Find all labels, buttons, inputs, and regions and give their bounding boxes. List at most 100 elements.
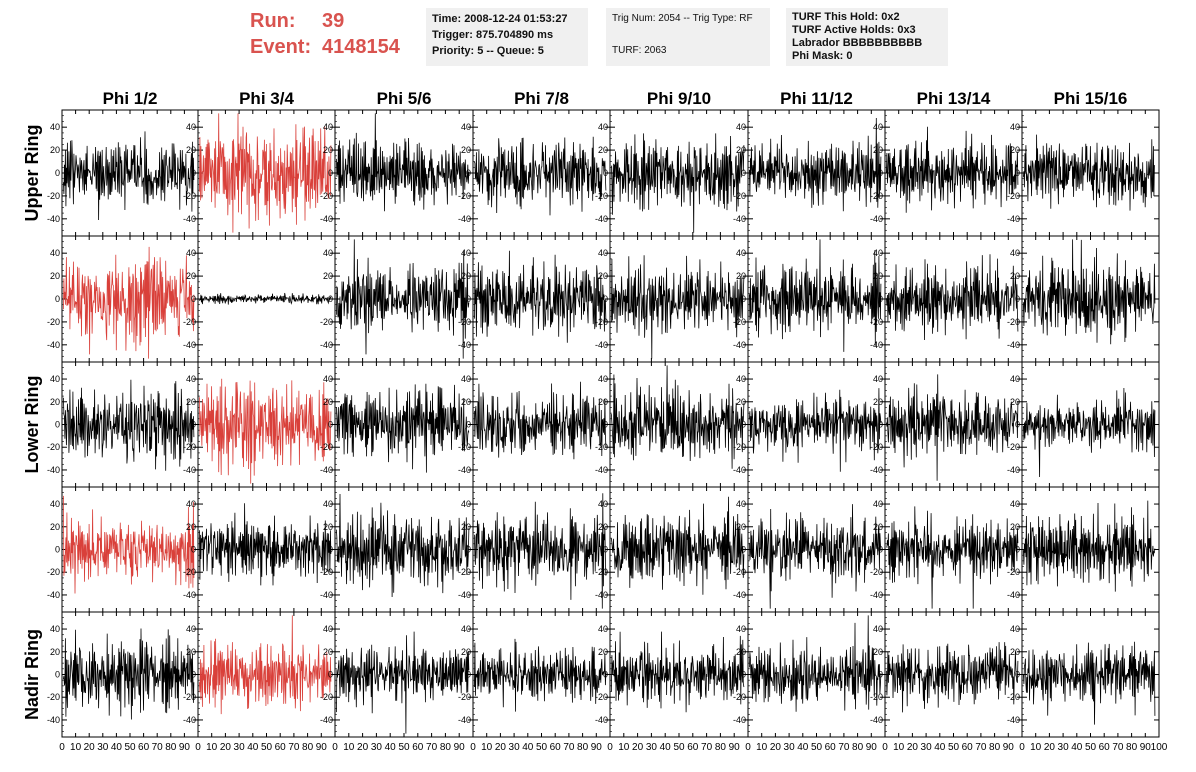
- x-tick-label: 80: [715, 742, 727, 753]
- y-tick-label: 20: [736, 647, 746, 657]
- y-tick-label: -20: [183, 442, 196, 452]
- y-tick-label: 40: [1010, 374, 1020, 384]
- y-tick-label: 40: [186, 248, 196, 258]
- y-tick-label: 0: [603, 168, 608, 178]
- y-tick-label: -40: [1007, 214, 1020, 224]
- turf-info-box: TURF This Hold: 0x2 TURF Active Holds: 0…: [786, 8, 948, 66]
- y-tick-label: 40: [1010, 248, 1020, 258]
- y-tick-label: 0: [1015, 545, 1020, 555]
- y-tick-label: -40: [183, 715, 196, 725]
- x-tick-label: 60: [962, 742, 974, 753]
- y-tick-label: 0: [1015, 294, 1020, 304]
- x-tick-label: 0: [195, 742, 201, 753]
- y-tick-label: -40: [320, 340, 333, 350]
- y-tick-label: -40: [733, 340, 746, 350]
- y-tick-label: 20: [461, 271, 471, 281]
- x-tick-label: 60: [1099, 742, 1111, 753]
- y-tick-label: 0: [741, 168, 746, 178]
- waveform-r4c7: [1023, 641, 1156, 725]
- y-tick-label: 40: [736, 624, 746, 634]
- x-tick-label: 30: [784, 742, 796, 753]
- y-tick-label: -20: [870, 692, 883, 702]
- priority-line: Priority: 5 -- Queue: 5: [432, 45, 544, 57]
- y-tick-label: -40: [595, 715, 608, 725]
- y-tick-label: 20: [736, 145, 746, 155]
- x-tick-label: 20: [632, 742, 644, 753]
- x-tick-label: 60: [687, 742, 699, 753]
- x-tick-label: 20: [84, 742, 96, 753]
- y-tick-label: 40: [50, 122, 60, 132]
- waveform-r1c7: [1023, 239, 1156, 345]
- x-tick-label: 40: [934, 742, 946, 753]
- y-tick-label: 20: [323, 145, 333, 155]
- y-tick-label: -20: [458, 442, 471, 452]
- y-tick-label: 40: [1010, 499, 1020, 509]
- y-tick-label: 20: [186, 397, 196, 407]
- x-tick-label: 10: [756, 742, 768, 753]
- y-tick-label: -20: [595, 191, 608, 201]
- y-tick-label: 20: [461, 397, 471, 407]
- waveform-r1c5: [749, 239, 882, 352]
- column-title-6: Phi 11/12: [780, 89, 853, 108]
- column-title-1: Phi 1/2: [103, 89, 158, 108]
- y-tick-label: 0: [328, 294, 333, 304]
- y-tick-label: -40: [1007, 715, 1020, 725]
- y-tick-label: 20: [186, 145, 196, 155]
- waveform-r3c0: [63, 495, 195, 594]
- y-tick-label: 0: [741, 294, 746, 304]
- waveform-r3c7: [1023, 500, 1156, 592]
- y-tick-label: -20: [1007, 567, 1020, 577]
- y-tick-label: 0: [191, 168, 196, 178]
- x-tick-label: 40: [1071, 742, 1083, 753]
- y-tick-label: 40: [50, 624, 60, 634]
- y-tick-label: 40: [186, 499, 196, 509]
- y-tick-label: 0: [603, 670, 608, 680]
- x-tick-label: 30: [921, 742, 933, 753]
- x-tick-label: 0: [882, 742, 888, 753]
- y-tick-label: -40: [183, 465, 196, 475]
- y-tick-label: 0: [466, 545, 471, 555]
- y-tick-label: -20: [1007, 191, 1020, 201]
- x-tick-label: 90: [866, 742, 878, 753]
- y-tick-label: 0: [741, 670, 746, 680]
- waveform-r2c5: [749, 388, 882, 472]
- y-tick-label: -40: [595, 590, 608, 600]
- y-tick-label: 40: [736, 122, 746, 132]
- y-tick-label: 40: [186, 122, 196, 132]
- x-tick-label: 40: [111, 742, 123, 753]
- row-title-2: Lower Ring: [22, 376, 42, 474]
- y-tick-label: -20: [595, 567, 608, 577]
- y-tick-label: -40: [320, 590, 333, 600]
- x-tick-label: 20: [907, 742, 919, 753]
- y-tick-label: -20: [870, 191, 883, 201]
- y-tick-label: -20: [320, 567, 333, 577]
- y-tick-label: 0: [466, 294, 471, 304]
- y-tick-label: -20: [47, 567, 60, 577]
- x-tick-label: 30: [646, 742, 658, 753]
- y-tick-label: 20: [50, 145, 60, 155]
- waveform-r2c4: [611, 365, 745, 469]
- x-tick-label: 0: [1019, 742, 1025, 753]
- y-tick-label: -20: [733, 692, 746, 702]
- waveform-r0c5: [749, 117, 882, 212]
- y-tick-label: 40: [736, 499, 746, 509]
- x-tick-label: 70: [288, 742, 300, 753]
- y-tick-label: 0: [878, 670, 883, 680]
- row-title-4: Nadir Ring: [22, 629, 42, 720]
- y-tick-label: -20: [595, 692, 608, 702]
- y-tick-label: -20: [1007, 442, 1020, 452]
- x-tick-label: 10: [481, 742, 493, 753]
- x-tick-label: 90: [316, 742, 328, 753]
- x-tick-label: 0: [607, 742, 613, 753]
- y-tick-label: 20: [1010, 145, 1020, 155]
- y-tick-label: -20: [47, 442, 60, 452]
- time-info-box: Time: 2008-12-24 01:53:27 Trigger: 875.7…: [426, 8, 588, 66]
- y-tick-label: 40: [50, 499, 60, 509]
- x-tick-label: 70: [838, 742, 850, 753]
- y-tick-label: 40: [736, 374, 746, 384]
- y-tick-label: -40: [870, 590, 883, 600]
- y-tick-label: 40: [873, 624, 883, 634]
- y-tick-label: 40: [598, 499, 608, 509]
- x-tick-label: 50: [1085, 742, 1097, 753]
- x-tick-label: 10: [70, 742, 82, 753]
